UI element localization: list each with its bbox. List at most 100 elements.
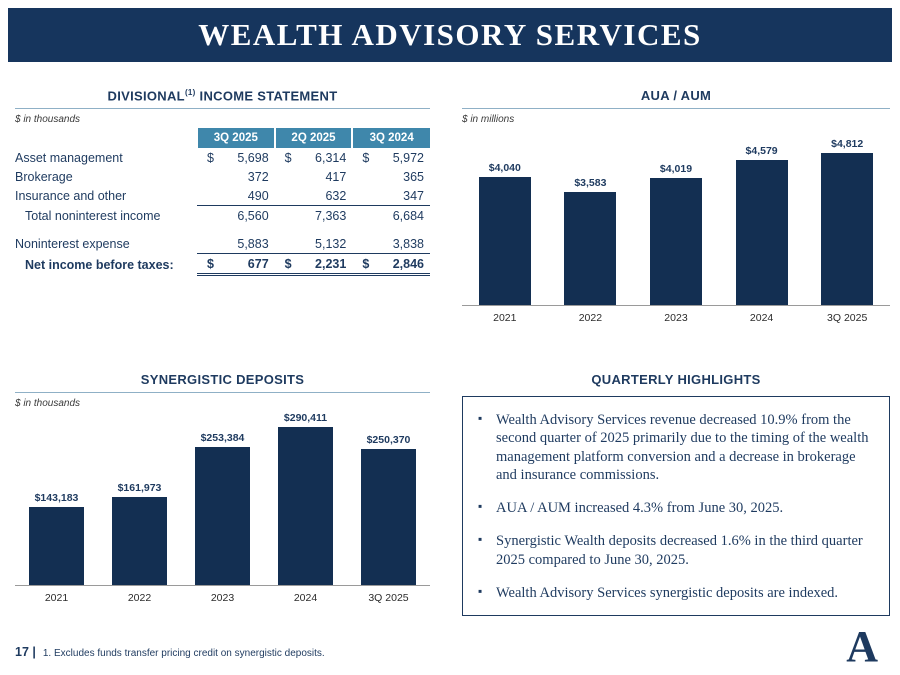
cell-value: $6,314	[284, 150, 347, 165]
bar	[478, 177, 531, 305]
bar-group: $4,579	[719, 145, 805, 305]
page-number: 17 |	[15, 645, 36, 659]
x-axis-label: 2021	[493, 312, 517, 324]
table-row: Brokerage 372 417 365	[15, 167, 430, 186]
x-axis-label: 2024	[749, 312, 774, 324]
row-label: Brokerage	[15, 169, 73, 184]
footnote-marker: (1)	[184, 88, 196, 97]
income-statement-title: DIVISIONAL(1) INCOME STATEMENT	[15, 88, 430, 103]
bar	[735, 160, 788, 305]
spacer-row	[15, 225, 430, 234]
deposits-plot-area: $143,183 $161,973 $253,384 $290,411 $250,370	[15, 412, 430, 586]
highlight-bullet: AUA / AUM increased 4.3% from June 30, 2…	[475, 499, 875, 517]
table-row: Asset management $5,698 $6,314 $5,972	[15, 148, 430, 167]
cell-value: 7,363	[315, 208, 347, 223]
highlights-box: Wealth Advisory Services revenue decreas…	[462, 396, 890, 617]
bar	[278, 427, 333, 585]
aua-units-label: $ in millions	[462, 114, 515, 125]
bar	[112, 497, 167, 585]
income-units-label: $ in thousands	[15, 114, 81, 126]
x-axis-label: 3Q 2025	[368, 592, 409, 604]
bar-group: $4,040	[462, 162, 548, 305]
income-statement-body: Asset management $5,698 $6,314 $5,972 Broker…	[15, 148, 430, 277]
deposits-x-axis: 2021 2022 2023 2024 3Q 2025	[15, 592, 430, 604]
highlight-bullet: Synergistic Wealth deposits decreased 1.…	[475, 532, 875, 569]
bar	[564, 192, 617, 305]
highlight-bullet: Wealth Advisory Services revenue decreas…	[475, 411, 875, 484]
cell-value: 365	[403, 169, 424, 184]
bar-value-label: $143,183	[34, 492, 79, 504]
bar	[195, 447, 250, 585]
bar	[29, 507, 84, 585]
cell-value: 6,560	[237, 208, 269, 223]
bar-group: $143,183	[15, 492, 98, 585]
bar-value-label: $3,583	[574, 177, 607, 189]
x-axis-label: 2021	[44, 592, 69, 604]
title-banner: WEALTH ADVISORY SERVICES	[8, 8, 892, 62]
synergistic-deposits-chart-panel: SYNERGISTIC DEPOSITS $ in thousands $143…	[15, 372, 430, 604]
quarterly-highlights-panel: QUARTERLY HIGHLIGHTS Wealth Advisory Ser…	[462, 372, 890, 617]
bar-value-label: $161,973	[117, 482, 162, 494]
cell-value: 372	[247, 169, 269, 184]
bar-value-label: $4,040	[488, 162, 521, 174]
aua-aum-title: AUA / AUM	[640, 88, 712, 103]
cell-value: $5,972	[362, 150, 424, 165]
bar-value-label: $4,579	[745, 145, 778, 157]
bar-group: $253,384	[181, 432, 264, 585]
cell-value: 5,132	[274, 234, 353, 255]
aua-plot-area: $4,040 $3,583 $4,019 $4,579 $4,812	[462, 129, 890, 306]
highlight-bullet: Wealth Advisory Services synergistic dep…	[475, 584, 875, 602]
bar-group: $161,973	[98, 482, 181, 585]
bar-value-label: $4,812	[831, 138, 864, 150]
table-header-row: 3Q 2025 2Q 2025 3Q 2024	[15, 128, 430, 149]
bar	[649, 178, 702, 305]
table-row: Total noninterest income 6,560 7,363 6,684	[15, 206, 430, 226]
table-row: Noninterest expense 5,883 5,132 3,838	[15, 234, 430, 255]
column-header: 3Q 2025	[196, 128, 275, 149]
bar-group: $4,019	[633, 163, 719, 305]
bar	[821, 153, 874, 305]
aua-aum-chart-panel: AUA / AUM $ in millions $4,040 $3,583 $4,0…	[462, 88, 890, 324]
cell-value: $2,231	[274, 253, 353, 277]
cell-value: 490	[197, 186, 275, 207]
x-axis-label: 2022	[127, 592, 152, 604]
row-label: Net income before taxes:	[25, 258, 174, 273]
x-axis-label: 3Q 2025	[827, 312, 868, 324]
footer: 17 | 1. Excludes funds transfer pricing …	[15, 645, 325, 659]
title-text: DIVISIONAL	[107, 88, 185, 104]
bar-value-label: $250,370	[366, 434, 411, 446]
x-axis-label: 2024	[293, 592, 318, 604]
table-row: Insurance and other 490 632 347	[15, 186, 430, 207]
x-axis-label: 2023	[664, 312, 688, 324]
bar-value-label: $290,411	[283, 412, 328, 424]
cell-value: 347	[352, 186, 430, 207]
x-axis-label: 2022	[578, 312, 603, 324]
income-statement-panel: DIVISIONAL(1) INCOME STATEMENT $ in thou…	[15, 88, 430, 277]
bar-value-label: $253,384	[200, 432, 245, 444]
bar	[361, 449, 416, 585]
title-text: INCOME STATEMENT	[195, 88, 338, 104]
footnote-text: 1. Excludes funds transfer pricing credi…	[42, 648, 325, 659]
bar-value-label: $4,019	[659, 163, 693, 175]
divider	[462, 108, 890, 109]
income-statement-table: 3Q 2025 2Q 2025 3Q 2024 Asset management $5…	[15, 128, 430, 277]
cell-value: 632	[274, 186, 353, 207]
column-header: 2Q 2025	[273, 128, 353, 149]
company-logo-icon: A	[846, 622, 878, 671]
bar-group: $4,812	[804, 138, 890, 305]
cell-value: 5,883	[197, 234, 275, 255]
bar-group: $3,583	[548, 177, 634, 305]
aua-x-axis: 2021 2022 2023 2024 3Q 2025	[462, 312, 890, 324]
cell-value: 417	[325, 169, 347, 184]
slide-title: WEALTH ADVISORY SERVICES	[198, 17, 702, 52]
cell-value: $5,698	[207, 150, 269, 165]
divider	[15, 108, 430, 110]
cell-value: 6,684	[392, 208, 424, 223]
cell-value: 3,838	[352, 234, 430, 255]
highlights-list: Wealth Advisory Services revenue decreas…	[475, 411, 875, 602]
quarterly-highlights-title: QUARTERLY HIGHLIGHTS	[591, 372, 761, 387]
x-axis-label: 2023	[210, 592, 235, 604]
cell-value: $2,846	[352, 253, 430, 277]
row-label: Asset management	[15, 150, 123, 165]
cell-value: $677	[197, 253, 275, 277]
